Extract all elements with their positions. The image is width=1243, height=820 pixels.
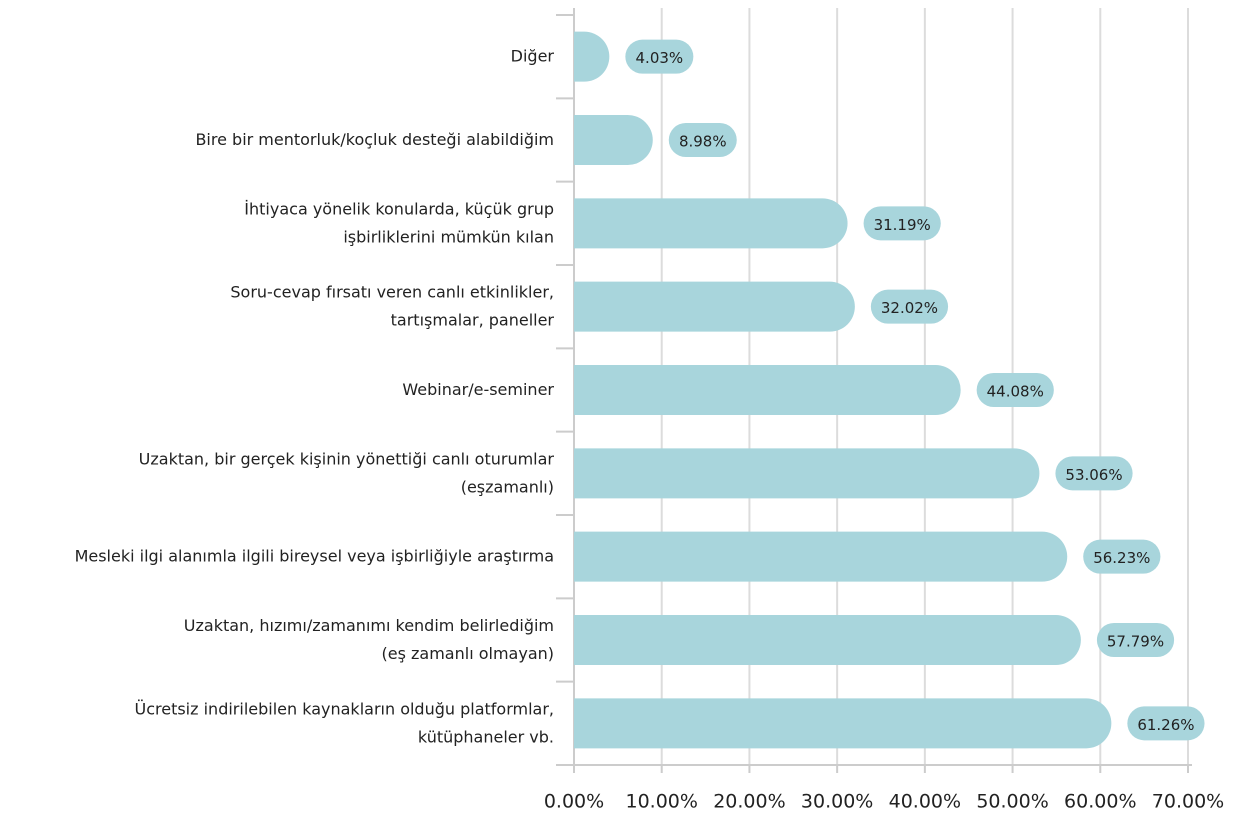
- x-tick-label: 10.00%: [625, 791, 697, 813]
- bar: [574, 365, 961, 415]
- x-tick-label: 60.00%: [1064, 791, 1136, 813]
- value-label-bg: [625, 39, 694, 74]
- y-tick-label-line: Mesleki ilgi alanımla ilgili bireysel ve…: [75, 546, 554, 565]
- x-tick-label: 50.00%: [976, 791, 1048, 813]
- y-tick-label-line: İhtiyaca yönelik konularda, küçük grup: [244, 199, 554, 218]
- y-tick-label: Webinar/e-seminer: [402, 380, 554, 399]
- y-tick-label-line: tartışmalar, paneller: [391, 310, 555, 329]
- x-tick-label: 20.00%: [713, 791, 785, 813]
- y-tick-label: İhtiyaca yönelik konularda, küçük grup iş…: [244, 199, 554, 246]
- y-tick-label: Bire bir mentorluk/koçluk desteği alabil…: [195, 130, 554, 149]
- value-label-bg: [976, 373, 1054, 407]
- value-label: 44.08%: [987, 383, 1044, 401]
- value-label: 56.23%: [1093, 549, 1150, 567]
- x-tick-label: 70.00%: [1152, 791, 1224, 813]
- x-tick-label: 0.00%: [544, 791, 604, 813]
- value-label: 61.26%: [1137, 716, 1194, 734]
- y-tick-label: Soru-cevap fırsatı veren canlı etkinlikl…: [230, 282, 554, 329]
- bar: [574, 115, 653, 165]
- x-tick-label: 40.00%: [889, 791, 961, 813]
- bar: [574, 698, 1112, 749]
- y-tick-label: Mesleki ilgi alanımla ilgili bireysel ve…: [75, 546, 554, 565]
- value-label: 32.02%: [881, 299, 938, 317]
- value-label: 8.98%: [679, 133, 727, 151]
- y-tick-label-line: Ücretsiz indirilebilen kaynakların olduğ…: [134, 699, 554, 718]
- y-tick-label: Uzaktan, hızımı/zamanımı kendim belirled…: [184, 616, 554, 663]
- y-tick-label-line: (eşzamanlı): [461, 477, 554, 496]
- value-label-bg: [1096, 623, 1175, 657]
- value-label-bg: [870, 289, 949, 324]
- bar: [574, 198, 848, 249]
- y-tick-label-line: Webinar/e-seminer: [402, 380, 554, 399]
- value-label-bg: [1083, 539, 1161, 574]
- value-label-bg: [668, 123, 737, 157]
- y-tick-label-line: Soru-cevap fırsatı veren canlı etkinlikl…: [230, 282, 554, 301]
- bar: [574, 615, 1081, 665]
- y-tick-label-line: işbirliklerini mümkün kılan: [343, 227, 554, 246]
- bar: [574, 31, 610, 82]
- value-label: 4.03%: [636, 49, 684, 67]
- value-label-bg: [1127, 706, 1205, 741]
- bar: [574, 448, 1040, 499]
- value-label-bg: [1055, 456, 1133, 491]
- value-label-bg: [863, 206, 941, 241]
- y-tick-label-line: (eş zamanlı olmayan): [382, 644, 555, 663]
- value-label: 53.06%: [1065, 466, 1122, 484]
- value-label: 31.19%: [874, 216, 931, 234]
- y-tick-label: Ücretsiz indirilebilen kaynakların olduğ…: [134, 699, 554, 746]
- bar: [574, 281, 855, 332]
- y-tick-label-line: Diğer: [511, 46, 555, 65]
- y-tick-label-line: Bire bir mentorluk/koçluk desteği alabil…: [195, 130, 554, 149]
- value-label: 57.79%: [1107, 633, 1164, 651]
- y-tick-label: Uzaktan, bir gerçek kişinin yönettiği ca…: [139, 449, 555, 496]
- y-tick-label-line: kütüphaneler vb.: [418, 727, 554, 746]
- y-tick-label: Diğer: [511, 46, 555, 65]
- y-tick-label-line: Uzaktan, hızımı/zamanımı kendim belirled…: [184, 616, 554, 635]
- bar: [574, 531, 1068, 582]
- y-tick-label-line: Uzaktan, bir gerçek kişinin yönettiği ca…: [139, 449, 555, 468]
- x-tick-label: 30.00%: [801, 791, 873, 813]
